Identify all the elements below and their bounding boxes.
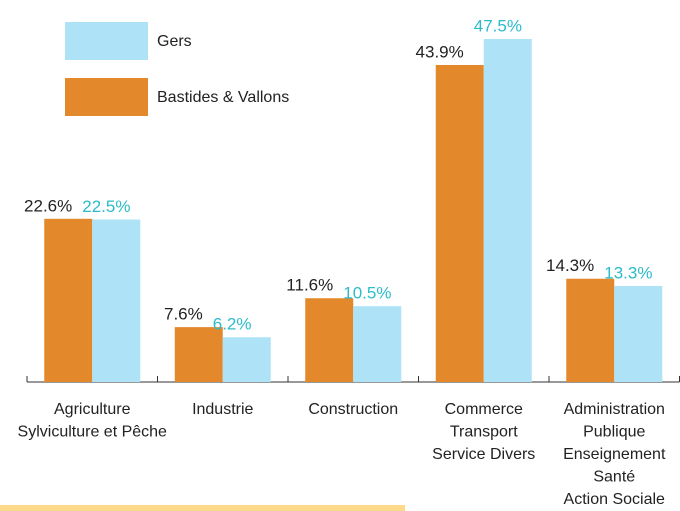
x-tick-label: Action Sociale [564, 491, 665, 508]
x-tick-label: Agriculture [54, 401, 131, 418]
value-label: 47.5% [474, 16, 522, 35]
bar [435, 64, 484, 382]
bar [174, 327, 223, 382]
bar [353, 306, 402, 382]
x-tick-label: Service Divers [432, 446, 535, 463]
value-label: 22.5% [82, 197, 130, 216]
value-label: 22.6% [24, 196, 72, 215]
bar [305, 298, 354, 382]
value-label: 7.6% [164, 305, 203, 324]
x-tick-label: Construction [308, 401, 398, 418]
bar [222, 337, 271, 382]
x-tick-label: Sylviculture et Pêche [18, 424, 168, 441]
x-tick-label: Publique [583, 424, 645, 441]
value-label: 6.2% [213, 315, 252, 334]
x-tick-label: Industrie [192, 401, 253, 418]
value-label: 10.5% [343, 284, 391, 303]
value-label: 11.6% [286, 276, 333, 295]
value-label: 43.9% [416, 42, 464, 61]
legend-label: Bastides & Vallons [157, 89, 289, 106]
footer-band [0, 505, 405, 511]
bar [483, 39, 532, 382]
x-tick-label: Commerce [445, 401, 523, 418]
value-label: 14.3% [546, 256, 594, 275]
bar [92, 219, 141, 382]
x-tick-label: Santé [593, 469, 635, 486]
value-label: 13.3% [604, 263, 652, 282]
legend-swatch [65, 22, 148, 60]
x-tick-label: Administration [564, 401, 665, 418]
bar [44, 218, 93, 382]
x-tick-label: Enseignement [563, 446, 666, 463]
bar [566, 278, 615, 382]
bar [614, 285, 663, 382]
legend-label: Gers [157, 33, 192, 50]
x-tick-label: Transport [450, 424, 518, 441]
legend-swatch [65, 78, 148, 116]
